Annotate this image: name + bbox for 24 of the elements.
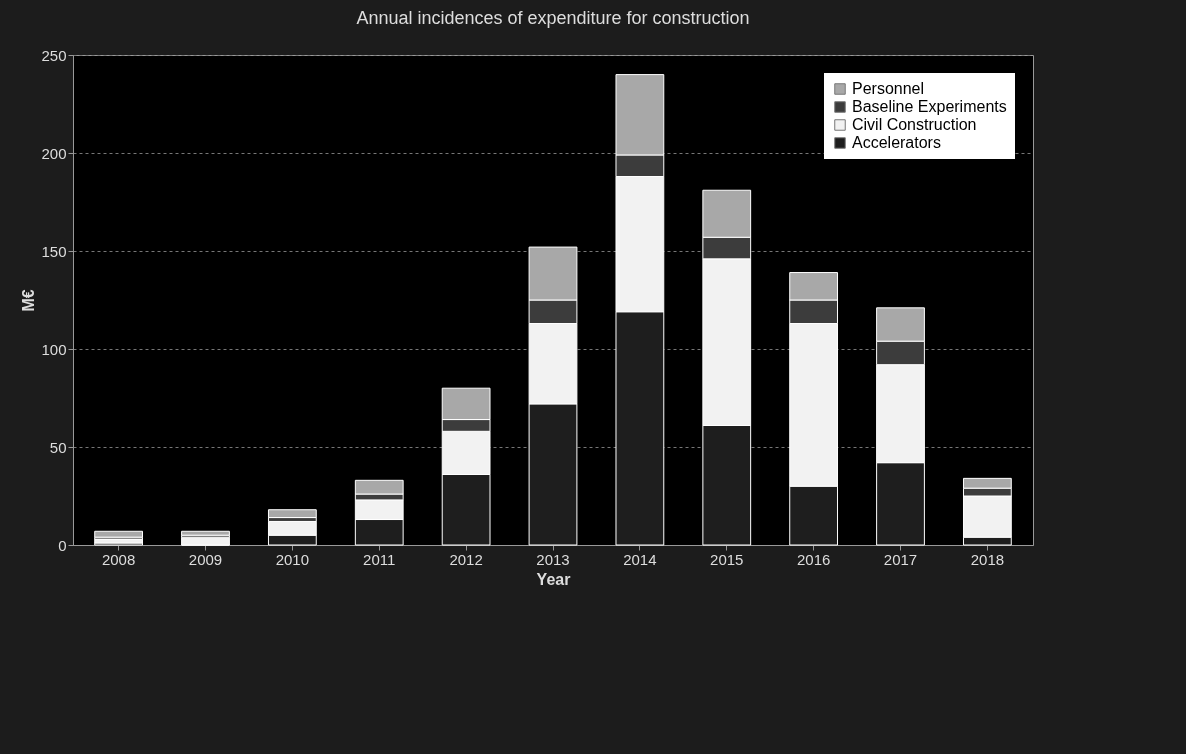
y-tick-label: 200 [41, 144, 67, 162]
y-tick-label: 50 [49, 438, 67, 456]
x-tick-label: 2016 [796, 550, 831, 568]
x-tick-label: 2017 [883, 550, 918, 568]
x-tick-label: 2008 [101, 550, 136, 568]
x-tick-label: 2012 [449, 550, 483, 568]
y-tick-label: 0 [58, 536, 67, 554]
legend-label: Personnel [852, 80, 925, 97]
x-tick-label: 2018 [970, 550, 1005, 568]
x-tick-label: 2009 [188, 550, 223, 568]
y-tick-label: 150 [41, 242, 67, 260]
x-tick-label: 2014 [623, 550, 657, 568]
x-axis-title: Year [536, 570, 571, 588]
y-tick-label: 100 [41, 340, 67, 358]
x-tick-label: 2010 [275, 550, 310, 568]
legend-label: Baseline Experiments [852, 98, 1007, 115]
y-axis-title: M€ [20, 289, 38, 312]
x-tick-label: 2011 [363, 550, 396, 568]
y-tick-label: 250 [41, 46, 67, 64]
x-tick-label: 2013 [536, 550, 570, 568]
chart-title: Annual incidences of expenditure for construction [356, 8, 750, 28]
legend-label: Civil Construction [852, 116, 977, 133]
legend-label: Accelerators [852, 134, 941, 151]
x-tick-label: 2015 [710, 550, 744, 568]
